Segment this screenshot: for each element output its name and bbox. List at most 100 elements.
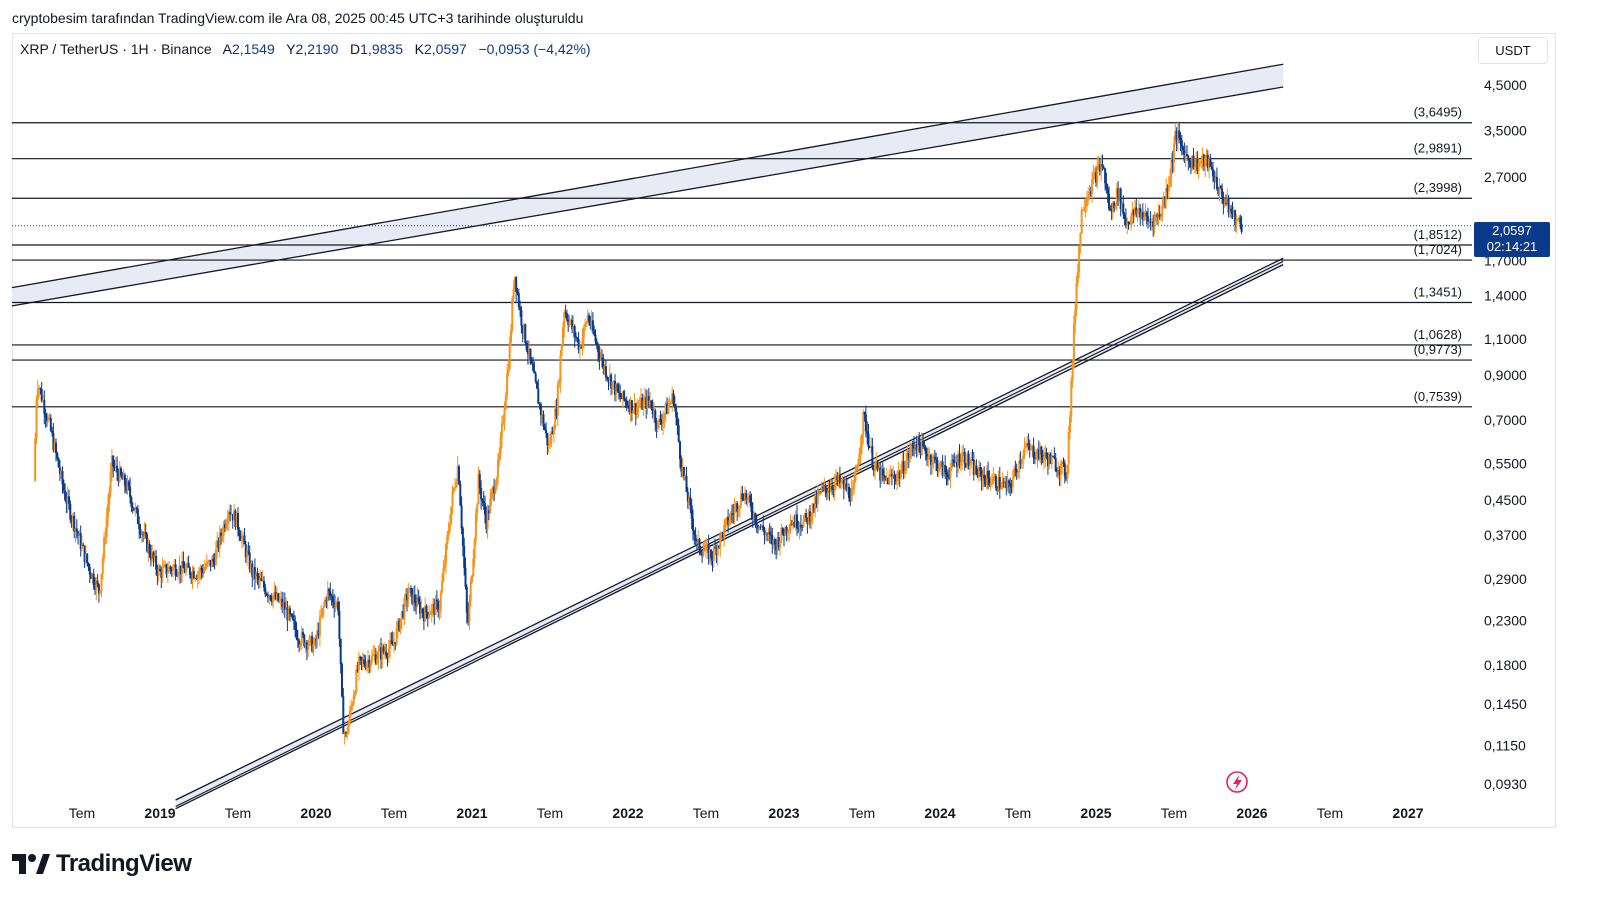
high-value: 2,2190	[295, 41, 339, 57]
candle-down	[315, 639, 317, 641]
candle-down	[741, 493, 744, 500]
candle-down	[655, 422, 658, 429]
candle-up	[1126, 221, 1129, 226]
candle-down	[155, 556, 158, 570]
candle-up	[827, 490, 830, 494]
candle-up	[324, 599, 327, 606]
candle-up	[285, 607, 288, 610]
candle-down	[623, 391, 626, 400]
candle-down	[295, 629, 298, 639]
candle-up	[376, 659, 379, 664]
candle-down	[607, 378, 610, 380]
candle-down	[749, 495, 752, 503]
candle-down	[1152, 221, 1155, 228]
candle-down	[419, 602, 421, 614]
candle-down	[812, 503, 815, 510]
candle-down	[754, 513, 757, 524]
candle-up	[321, 607, 324, 615]
candle-up	[490, 492, 493, 499]
candle-down	[1052, 456, 1055, 458]
candle-up	[1130, 216, 1133, 225]
symbol-name[interactable]: XRP / TetherUS · 1H · Binance	[20, 41, 212, 57]
open-label: A	[222, 41, 232, 57]
candle-up	[779, 540, 782, 548]
candle-up	[1134, 207, 1136, 215]
candle-down	[239, 535, 242, 541]
candle-up	[103, 537, 106, 559]
candle-down	[248, 552, 251, 570]
candle-down	[201, 570, 204, 573]
candle-up	[1115, 188, 1118, 206]
candle-up	[993, 475, 996, 478]
candle-up	[1208, 158, 1211, 169]
candle-up	[928, 455, 931, 457]
candle-up	[981, 474, 984, 481]
y-axis-label: 0,4500	[1484, 492, 1527, 508]
candle-up	[1226, 198, 1229, 204]
candle-up	[347, 722, 350, 734]
candle-up	[784, 526, 787, 536]
candle-up	[354, 692, 356, 697]
candle-down	[539, 404, 542, 416]
candle-down	[195, 578, 198, 580]
candle-down	[44, 413, 47, 418]
candle-down	[146, 534, 148, 552]
tradingview-logo[interactable]: TradingView	[12, 850, 192, 878]
candle-down	[963, 451, 966, 465]
candle-down	[87, 563, 90, 568]
candle-down	[935, 458, 938, 461]
candle-down	[82, 544, 85, 546]
candle-up	[1023, 447, 1026, 456]
candle-down	[390, 640, 393, 642]
y-axis-label: 2,7000	[1484, 169, 1527, 185]
candle-down	[1095, 172, 1097, 183]
candle-down	[127, 481, 130, 487]
candle-down	[422, 613, 425, 622]
candle-down	[751, 512, 754, 519]
candle-down	[759, 526, 762, 528]
candle-up	[653, 410, 655, 415]
candle-down	[73, 515, 76, 532]
candle-down	[342, 696, 345, 734]
candle-up	[434, 599, 437, 615]
candle-down	[526, 349, 529, 354]
candle-down	[1007, 480, 1010, 484]
candle-up	[308, 636, 311, 645]
candle-up	[896, 475, 899, 482]
candle-up	[227, 512, 230, 521]
currency-selector[interactable]: USDT	[1478, 37, 1548, 64]
candle-down	[630, 400, 633, 414]
candle-up	[870, 446, 873, 448]
candle-down	[1189, 161, 1192, 168]
candle-down	[170, 568, 173, 572]
y-axis-label: 0,1450	[1484, 696, 1527, 712]
candle-up	[1096, 165, 1099, 183]
symbol-legend[interactable]: XRP / TetherUS · 1H · Binance A2,1549 Y2…	[20, 41, 591, 57]
candle-up	[307, 644, 310, 650]
candle-up	[383, 651, 386, 653]
candle-down	[142, 533, 145, 536]
candle-up	[786, 531, 789, 534]
candle-down	[1139, 207, 1142, 217]
candle-up	[1165, 188, 1168, 199]
candle-down	[825, 489, 828, 494]
candle-up	[932, 456, 935, 463]
candle-down	[884, 476, 887, 479]
candle-down	[745, 492, 748, 501]
candle-down	[341, 664, 343, 697]
candle-up	[844, 483, 847, 489]
candle-up	[1161, 205, 1164, 217]
candle-down	[247, 551, 250, 553]
candle-up	[369, 662, 372, 668]
candle-up	[706, 544, 709, 546]
candle-down	[946, 474, 949, 478]
candle-down	[775, 544, 778, 551]
candle-down	[174, 564, 177, 576]
candle-down	[624, 399, 627, 402]
candle-down	[1102, 167, 1105, 169]
candle-down	[39, 388, 42, 390]
candle-up	[810, 516, 813, 522]
candle-down	[1032, 446, 1035, 458]
candle-up	[1157, 214, 1160, 217]
